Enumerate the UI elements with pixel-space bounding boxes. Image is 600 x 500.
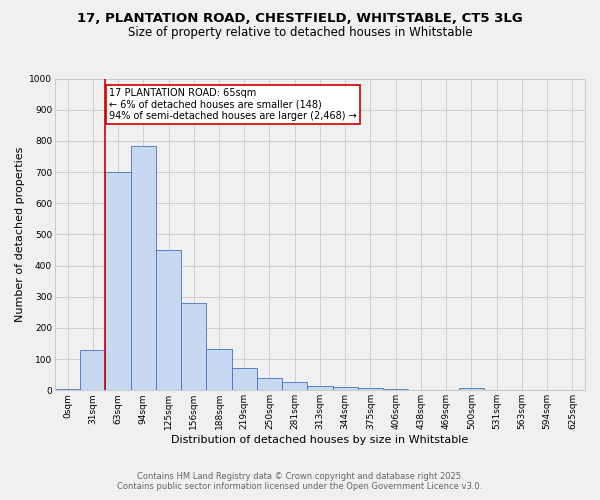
Bar bbox=[156, 250, 181, 390]
Bar bbox=[383, 389, 409, 390]
Bar bbox=[358, 388, 383, 390]
Bar bbox=[131, 146, 156, 390]
Bar bbox=[459, 388, 484, 390]
Bar bbox=[332, 386, 358, 390]
Bar bbox=[80, 350, 106, 391]
Bar bbox=[106, 172, 131, 390]
Text: Size of property relative to detached houses in Whitstable: Size of property relative to detached ho… bbox=[128, 26, 472, 39]
X-axis label: Distribution of detached houses by size in Whitstable: Distribution of detached houses by size … bbox=[172, 435, 469, 445]
Y-axis label: Number of detached properties: Number of detached properties bbox=[15, 146, 25, 322]
Bar bbox=[206, 349, 232, 391]
Bar bbox=[257, 378, 282, 390]
Text: 17 PLANTATION ROAD: 65sqm
← 6% of detached houses are smaller (148)
94% of semi-: 17 PLANTATION ROAD: 65sqm ← 6% of detach… bbox=[109, 88, 357, 121]
Text: Contains HM Land Registry data © Crown copyright and database right 2025.: Contains HM Land Registry data © Crown c… bbox=[137, 472, 463, 481]
Bar bbox=[282, 382, 307, 390]
Bar bbox=[55, 388, 80, 390]
Text: Contains public sector information licensed under the Open Government Licence v3: Contains public sector information licen… bbox=[118, 482, 482, 491]
Bar bbox=[181, 303, 206, 390]
Bar bbox=[232, 368, 257, 390]
Text: 17, PLANTATION ROAD, CHESTFIELD, WHITSTABLE, CT5 3LG: 17, PLANTATION ROAD, CHESTFIELD, WHITSTA… bbox=[77, 12, 523, 26]
Bar bbox=[307, 386, 332, 390]
